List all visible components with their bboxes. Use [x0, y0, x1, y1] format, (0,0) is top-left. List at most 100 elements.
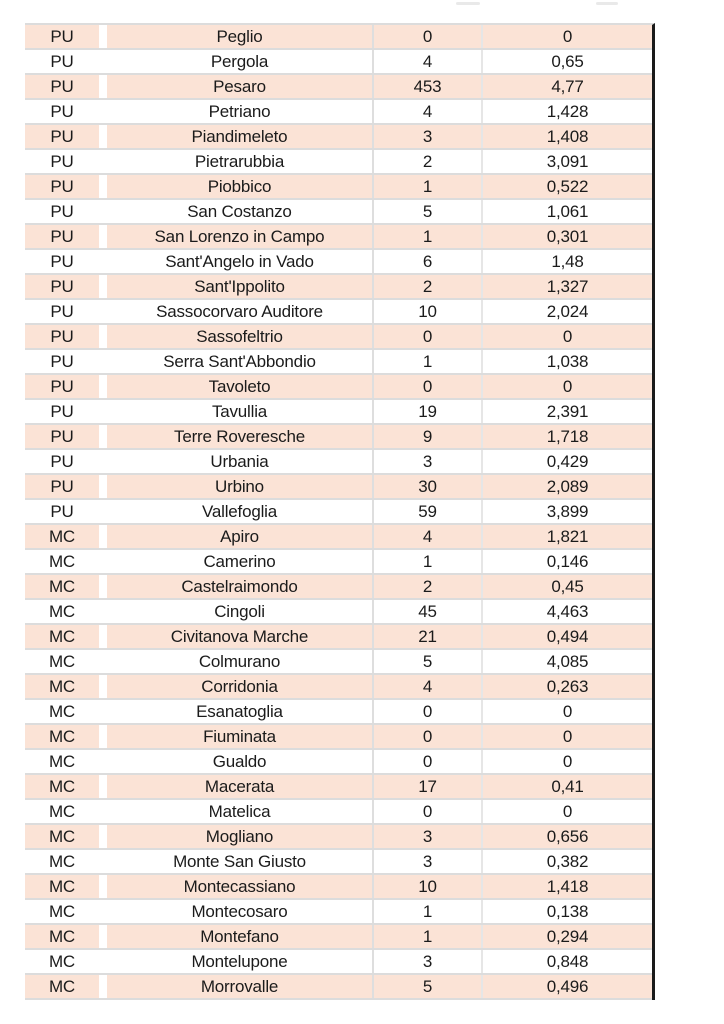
column-spacer [99, 425, 107, 448]
province-cell: MC [48, 552, 76, 571]
province-cell: PU [50, 52, 74, 71]
table-row: MC Cingoli 45 4,463 [25, 600, 652, 625]
province-cell: MC [25, 725, 99, 748]
rate-cell: 0 [481, 700, 652, 723]
column-spacer [99, 775, 107, 798]
rate-cell: 0 [481, 325, 652, 348]
column-spacer [99, 225, 107, 248]
count-cell: 0 [372, 725, 481, 748]
column-spacer [99, 625, 107, 648]
municipality-cell: Vallefoglia [202, 502, 277, 521]
province-cell: PU [25, 425, 99, 448]
rate-cell: 0,146 [481, 550, 652, 573]
column-spacer [99, 825, 107, 848]
municipality-table: PU Peglio 0 0 PU Pergola 4 0,65 PU Pesar… [25, 23, 655, 1000]
count-cell: 4 [372, 525, 481, 548]
rate-cell: 1,038 [481, 350, 652, 373]
clipped-text-artifact [456, 2, 480, 5]
column-spacer [99, 150, 107, 173]
province-cell: MC [48, 902, 76, 921]
table-row: MC Morrovalle 5 0,496 [25, 975, 652, 1000]
table-row: PU Petriano 4 1,428 [25, 100, 652, 125]
municipality-cell: Pergola [210, 52, 269, 71]
province-cell: PU [50, 152, 74, 171]
count-cell: 2 [372, 275, 481, 298]
rate-cell: 1,821 [481, 525, 652, 548]
municipality-cell: Terre Roveresche [107, 425, 372, 448]
count-cell: 1 [372, 175, 481, 198]
table-row: PU Urbania 3 0,429 [25, 450, 652, 475]
count-cell: 0 [372, 325, 481, 348]
table-row: PU Serra Sant'Abbondio 1 1,038 [25, 350, 652, 375]
municipality-cell: Fiuminata [107, 725, 372, 748]
column-spacer [99, 875, 107, 898]
table-row: MC Esanatoglia 0 0 [25, 700, 652, 725]
count-cell: 1 [372, 350, 481, 373]
province-cell: PU [25, 275, 99, 298]
count-cell: 17 [372, 775, 481, 798]
municipality-cell: Castelraimondo [107, 575, 372, 598]
province-cell: MC [48, 702, 76, 721]
column-spacer [99, 550, 107, 573]
count-cell: 4 [372, 675, 481, 698]
province-cell: PU [25, 25, 99, 48]
municipality-cell: Pietrarubbia [194, 152, 285, 171]
province-cell: MC [25, 575, 99, 598]
municipality-cell: San Costanzo [187, 202, 292, 221]
count-cell: 59 [372, 500, 481, 523]
municipality-cell: Tavullia [211, 402, 268, 421]
table-row: PU Urbino 30 2,089 [25, 475, 652, 500]
table-row: MC Montecassiano 10 1,418 [25, 875, 652, 900]
rate-cell: 0,656 [481, 825, 652, 848]
province-cell: MC [25, 625, 99, 648]
rate-cell: 0 [481, 725, 652, 748]
column-spacer [99, 900, 107, 923]
count-cell: 10 [372, 300, 481, 323]
province-cell: PU [50, 402, 74, 421]
count-cell: 3 [372, 950, 481, 973]
column-spacer [99, 400, 107, 423]
table-row: MC Montecosaro 1 0,138 [25, 900, 652, 925]
rate-cell: 0 [481, 750, 652, 773]
table-row: MC Camerino 1 0,146 [25, 550, 652, 575]
column-spacer [99, 250, 107, 273]
municipality-cell: Macerata [107, 775, 372, 798]
municipality-cell: Piandimeleto [107, 125, 372, 148]
table-row: MC Castelraimondo 2 0,45 [25, 575, 652, 600]
rate-cell: 0,382 [481, 850, 652, 873]
count-cell: 1 [372, 900, 481, 923]
column-spacer [99, 300, 107, 323]
municipality-cell: Montelupone [191, 952, 288, 971]
municipality-cell: Serra Sant'Abbondio [163, 352, 316, 371]
rate-cell: 1,418 [481, 875, 652, 898]
table-row: MC Colmurano 5 4,085 [25, 650, 652, 675]
table-row: MC Fiuminata 0 0 [25, 725, 652, 750]
table-row: PU Sassocorvaro Auditore 10 2,024 [25, 300, 652, 325]
column-spacer [99, 500, 107, 523]
table-row: PU Sant'Ippolito 2 1,327 [25, 275, 652, 300]
clipped-text-artifact [596, 2, 618, 5]
rate-cell: 0,294 [481, 925, 652, 948]
count-cell: 9 [372, 425, 481, 448]
rate-cell: 1,48 [481, 250, 652, 273]
municipality-cell: Montefano [107, 925, 372, 948]
municipality-table-body: PU Peglio 0 0 PU Pergola 4 0,65 PU Pesar… [25, 25, 652, 1000]
column-spacer [99, 200, 107, 223]
table-row: PU Tavoleto 0 0 [25, 375, 652, 400]
municipality-cell: Sant'Angelo in Vado [165, 252, 314, 271]
column-spacer [99, 925, 107, 948]
table-row: MC Gualdo 0 0 [25, 750, 652, 775]
province-cell: MC [25, 875, 99, 898]
province-cell: PU [25, 175, 99, 198]
rate-cell: 1,061 [481, 200, 652, 223]
table-row: MC Mogliano 3 0,656 [25, 825, 652, 850]
rate-cell: 3,899 [481, 500, 652, 523]
rate-cell: 0 [481, 25, 652, 48]
column-spacer [99, 75, 107, 98]
table-row: MC Macerata 17 0,41 [25, 775, 652, 800]
municipality-cell: Colmurano [198, 652, 281, 671]
count-cell: 5 [372, 650, 481, 673]
municipality-cell: Urbania [210, 452, 269, 471]
count-cell: 1 [372, 925, 481, 948]
